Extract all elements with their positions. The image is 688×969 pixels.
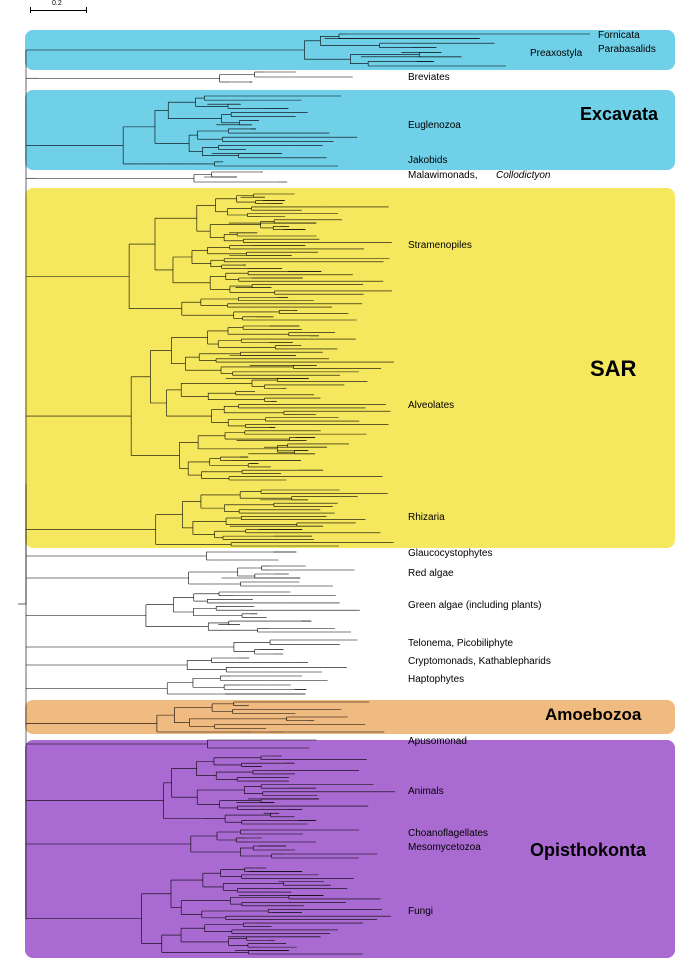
clade-label-1: Parabasalids: [598, 44, 656, 55]
clade-label-3: Breviates: [408, 72, 450, 83]
clade-label-8: Stramenopiles: [408, 240, 472, 251]
clade-label-12: Red algae: [408, 568, 454, 579]
clade-label-11: Glaucocystophytes: [408, 548, 493, 559]
clade-label-10: Rhizaria: [408, 512, 445, 523]
clade-label-16: Haptophytes: [408, 674, 464, 685]
clade-label-5: Jakobids: [408, 155, 447, 166]
clade-label-6: Malawimonads,: [408, 170, 477, 181]
clade-label-7: Collodictyon: [496, 170, 550, 181]
clade-label-13: Green algae (including plants): [408, 600, 541, 611]
clade-label-14: Telonema, Picobiliphyte: [408, 638, 513, 649]
phylogenetic-tree: [0, 0, 688, 969]
phylogeny-figure: 0.2 ExcavataSARAmoebozoaOpisthokonta For…: [0, 0, 688, 969]
clade-label-4: Euglenozoa: [408, 120, 461, 131]
clade-label-0: Fornicata: [598, 30, 640, 41]
clade-label-21: Fungi: [408, 906, 433, 917]
clade-label-18: Animals: [408, 786, 444, 797]
clade-label-20: Mesomycetozoa: [408, 842, 481, 853]
clade-label-17: Apusomonad: [408, 736, 467, 747]
clade-label-9: Alveolates: [408, 400, 454, 411]
clade-label-2: Preaxostyla: [530, 48, 582, 59]
clade-label-19: Choanoflagellates: [408, 828, 488, 839]
clade-label-15: Cryptomonads, Kathablepharids: [408, 656, 551, 667]
